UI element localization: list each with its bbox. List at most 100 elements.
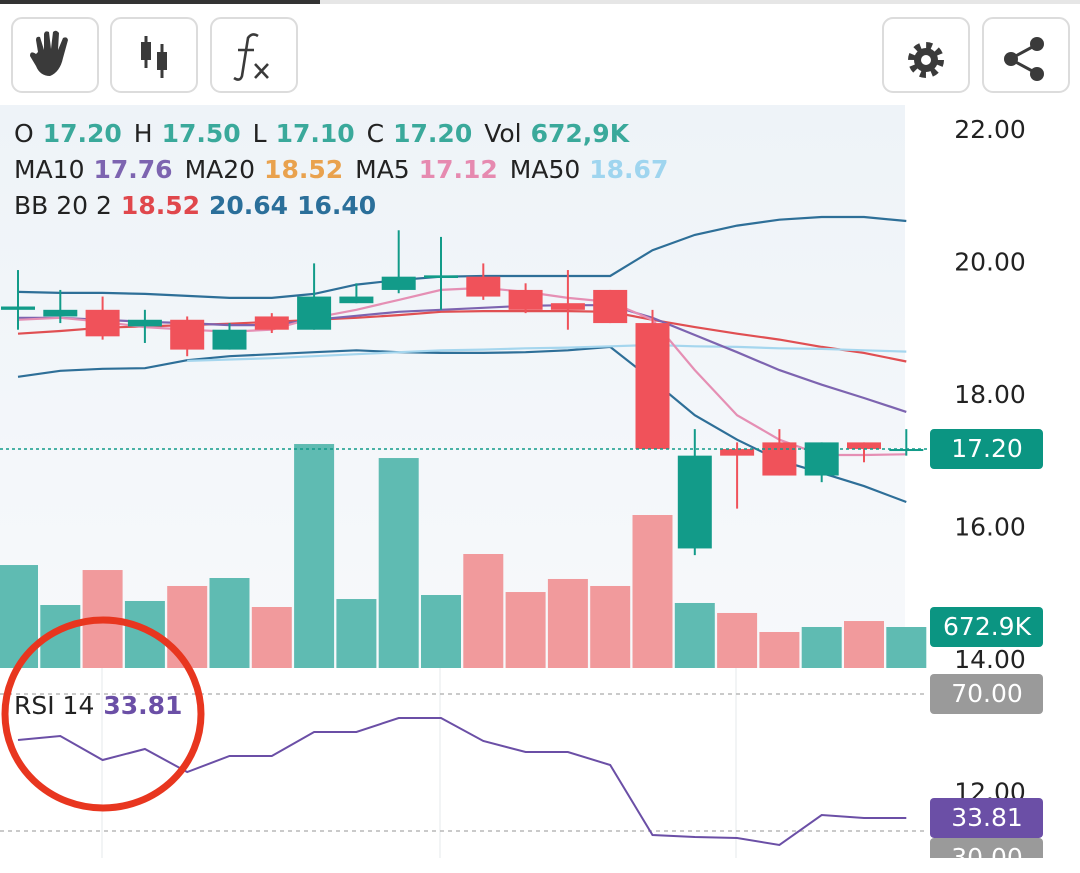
candle-body <box>762 442 797 476</box>
y-tick-label: 18.00 <box>954 380 1026 409</box>
indicators-button[interactable] <box>210 17 298 93</box>
volume-bar <box>759 631 800 668</box>
candle-body <box>424 275 458 279</box>
legend-line: O 17.20 H 17.50 L 17.10 C 17.20 Vol 672,9K <box>14 119 631 148</box>
icon-body <box>157 52 167 70</box>
candle-body <box>254 316 289 330</box>
legend-value: 17.76 <box>93 155 172 184</box>
volume-bar <box>336 599 377 668</box>
candle-body <box>85 309 120 337</box>
y-tick-label: 22.00 <box>954 115 1026 144</box>
chart-layer: O 17.20 H 17.50 L 17.10 C 17.20 Vol 672,9K MA10 17.… <box>0 115 1080 873</box>
candle-body <box>889 449 924 452</box>
x-icon <box>254 63 269 79</box>
volume-bar <box>547 578 588 668</box>
legend-value: 18.52 <box>121 191 200 220</box>
legend-line: MA10 17.76 MA20 18.52 MA5 17.12 MA50 18.67 <box>14 155 668 184</box>
overlay-line <box>18 304 907 413</box>
legend-label: MA5 <box>355 155 410 184</box>
volume-bar <box>844 621 884 668</box>
axis-badge <box>930 606 1043 647</box>
candle-body <box>170 319 205 350</box>
candle-body <box>847 442 881 450</box>
legend-value: 17.10 <box>276 119 355 148</box>
legend-label: Vol <box>484 119 521 148</box>
volume-bar <box>674 602 715 668</box>
overlay-line <box>17 345 907 504</box>
volume-bar <box>421 595 461 668</box>
y-tick-label: 16.00 <box>954 513 1026 542</box>
volume-bar <box>378 458 419 668</box>
legend-value: 16.40 <box>297 191 376 220</box>
chart-type-button[interactable] <box>110 17 198 93</box>
volume-bar <box>590 585 631 668</box>
rsi-legend: RSI 14 33.81 <box>14 691 182 720</box>
price-pane <box>0 105 905 668</box>
toolbar <box>11 17 1070 93</box>
axis-badge-label: 17.20 <box>951 434 1023 463</box>
candle-body <box>635 323 670 450</box>
volume-bar <box>294 444 335 668</box>
candle-body <box>550 303 585 310</box>
axis-badge-label: 672.9K <box>943 612 1032 641</box>
legend-value: 672,9K <box>531 119 631 148</box>
volume-bar <box>801 626 842 668</box>
candle-body <box>804 442 839 476</box>
button-frame <box>982 17 1070 93</box>
overlay-line <box>187 343 907 362</box>
legend-label: MA50 <box>510 155 580 184</box>
legend-label: L <box>253 119 267 148</box>
legend-value: 17.12 <box>419 155 498 184</box>
overlay-line <box>17 310 907 363</box>
volume-bar <box>463 553 504 668</box>
candle-body <box>381 276 416 290</box>
candle-body <box>677 455 712 549</box>
share-node <box>1004 52 1018 66</box>
candle-body <box>339 296 374 304</box>
candle-body <box>127 319 162 327</box>
legend-value: 18.67 <box>589 155 668 184</box>
volume-bar <box>505 592 546 668</box>
legend-label: MA20 <box>185 155 255 184</box>
gear-hole <box>921 55 931 65</box>
candle-body <box>297 296 332 330</box>
volume-bar <box>209 578 250 668</box>
f-icon <box>233 33 259 81</box>
volume-bar <box>251 607 292 668</box>
legend-value: 17.20 <box>393 119 472 148</box>
legend-label: BB 20 2 <box>14 191 112 220</box>
legend-label: O <box>14 119 34 148</box>
legend-value: 17.20 <box>43 119 122 148</box>
candle-body <box>593 289 628 324</box>
icon-body <box>141 42 151 60</box>
progress-bar <box>0 0 320 4</box>
volume-bar <box>167 585 208 668</box>
axis-badge-label: 70.00 <box>951 679 1023 708</box>
legend-line: BB 20 2 18.52 20.64 16.40 <box>14 191 376 220</box>
highlight-circle <box>1 616 205 812</box>
rsi-name: RSI 14 <box>14 691 94 720</box>
candle-body <box>466 276 501 297</box>
candle-body <box>43 309 78 317</box>
legend-label: H <box>134 119 153 148</box>
button-frame <box>110 17 198 93</box>
legend-label: C <box>367 119 384 148</box>
candle-body <box>212 329 247 350</box>
overlay-line <box>17 286 907 457</box>
bottom-strip <box>0 858 1080 873</box>
share-button[interactable] <box>982 17 1070 93</box>
axis-badge <box>930 797 1043 838</box>
axis-badge-label: 33.81 <box>951 803 1023 832</box>
settings-button[interactable] <box>882 17 970 93</box>
axis-badge <box>930 673 1043 714</box>
candle-body <box>1 306 35 310</box>
share-node <box>1030 67 1044 81</box>
axis-badge <box>930 429 1043 470</box>
legend-value: 20.64 <box>209 191 288 220</box>
candle-body <box>508 289 543 310</box>
candle-body <box>720 449 755 456</box>
legend-label: MA10 <box>14 155 84 184</box>
pan-button[interactable] <box>11 17 99 93</box>
share-node <box>1030 37 1044 51</box>
